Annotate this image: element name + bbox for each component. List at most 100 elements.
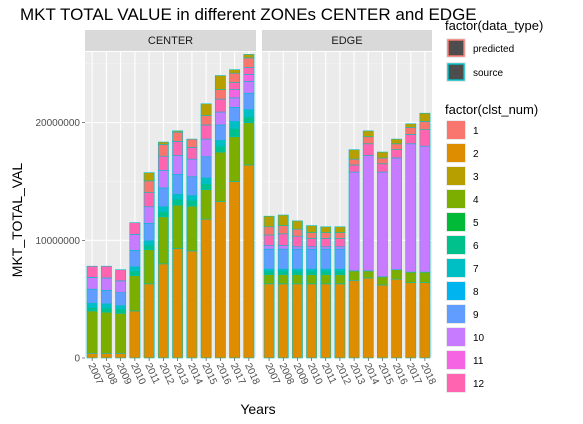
- bar-segment-cluster-10: [86, 277, 98, 290]
- bar-stack-2018: [243, 54, 255, 359]
- bar-segment-cluster-10: [391, 157, 402, 271]
- bar-segment-cluster-1: [157, 144, 169, 157]
- panels: CENTER2007200820092010201120122013201420…: [36, 30, 438, 387]
- bar-segment-cluster-3: [263, 215, 275, 228]
- bar-segment-cluster-10: [172, 155, 184, 175]
- bar-stack-2010: [129, 222, 141, 359]
- bar-segment-cluster-9: [243, 92, 255, 110]
- strip-header: [85, 30, 256, 51]
- legend-label: 10: [473, 333, 485, 344]
- bar-stack-2012: [334, 226, 346, 359]
- legend-label: 12: [473, 379, 485, 390]
- x-tick-label: 2018: [242, 362, 262, 387]
- bar-segment-cluster-2: [334, 283, 346, 359]
- legend-swatch-cluster-7: [447, 259, 465, 277]
- bar-segment-cluster-1: [362, 136, 374, 145]
- bar-segment-cluster-6: [186, 199, 198, 207]
- bar-segment-cluster-2: [292, 283, 303, 359]
- panel-center: CENTER2007200820092010201120122013201420…: [85, 30, 262, 387]
- bar-segment-cluster-1: [229, 72, 241, 83]
- bar-segment-cluster-1: [172, 131, 184, 142]
- bar-segment-cluster-10: [334, 246, 346, 250]
- bar-segment-cluster-4: [277, 274, 289, 285]
- bar-segment-cluster-3: [391, 138, 402, 145]
- bar-segment-cluster-2: [391, 278, 402, 359]
- legend-label: 6: [473, 241, 479, 252]
- bar-segment-cluster-7: [143, 240, 155, 246]
- bar-segment-cluster-4: [186, 205, 198, 252]
- bar-stack-2010: [306, 225, 317, 359]
- bar-segment-cluster-11: [243, 74, 255, 82]
- bar-segment-cluster-12: [115, 269, 127, 282]
- bar-segment-cluster-12: [362, 143, 374, 156]
- bar-segment-cluster-9: [186, 176, 198, 196]
- legend-swatch-cluster-9: [447, 305, 465, 323]
- panel-background: [262, 52, 432, 358]
- bar-segment-cluster-10: [243, 81, 255, 94]
- bar-segment-cluster-10: [100, 277, 112, 291]
- bar-segment-cluster-10: [405, 143, 417, 273]
- bar-segment-cluster-6: [172, 198, 184, 206]
- bar-segment-cluster-9: [292, 248, 303, 270]
- bar-segment-cluster-2: [263, 283, 275, 359]
- legend-label: 2: [473, 149, 479, 160]
- bar-segment-cluster-6: [86, 307, 98, 312]
- bar-segment-cluster-3: [348, 149, 360, 160]
- bar-segment-cluster-2: [200, 218, 212, 359]
- bar-segment-cluster-9: [229, 107, 241, 122]
- bar-segment-cluster-1: [292, 228, 303, 237]
- bar-segment-cluster-10: [362, 155, 374, 272]
- bar-stack-2016: [214, 75, 226, 359]
- bar-segment-cluster-6: [129, 270, 141, 276]
- bar-segment-cluster-1: [186, 138, 198, 148]
- bar-segment-cluster-7: [115, 305, 127, 310]
- bar-segment-cluster-2: [277, 283, 289, 359]
- bar-segment-cluster-12: [320, 238, 332, 248]
- bar-segment-cluster-9: [334, 248, 346, 270]
- bar-segment-cluster-12: [157, 155, 169, 171]
- bar-segment-cluster-2: [362, 277, 374, 359]
- bar-segment-cluster-6: [115, 308, 127, 314]
- legend-label: predicted: [473, 44, 514, 55]
- bar-segment-cluster-10: [419, 145, 431, 273]
- bar-segment-cluster-6: [277, 270, 289, 275]
- bar-segment-cluster-10: [377, 171, 388, 278]
- bar-segment-cluster-10: [348, 171, 360, 272]
- legend-label: 1: [473, 126, 479, 137]
- bar-segment-cluster-1: [391, 143, 402, 150]
- bar-segment-cluster-3: [306, 225, 317, 233]
- bar-segment-cluster-6: [100, 307, 112, 313]
- bar-segment-cluster-10: [157, 169, 169, 189]
- bar-segment-cluster-9: [200, 156, 212, 179]
- bar-segment-cluster-7: [200, 177, 212, 185]
- bar-segment-cluster-6: [214, 145, 226, 153]
- bar-stack-2017: [229, 69, 241, 359]
- strip-header: [262, 30, 432, 51]
- bar-segment-cluster-2: [243, 164, 255, 359]
- bar-segment-cluster-12: [405, 134, 417, 145]
- bar-segment-cluster-7: [172, 194, 184, 200]
- bar-segment-cluster-2: [115, 352, 127, 359]
- bar-segment-cluster-6: [143, 244, 155, 251]
- bar-segment-cluster-10: [306, 246, 317, 250]
- y-tick-label: 20000000: [36, 118, 81, 129]
- bar-segment-cluster-9: [214, 124, 226, 141]
- bar-segment-cluster-3: [320, 226, 332, 233]
- bar-segment-cluster-12: [214, 98, 226, 113]
- bar-stack-2008: [100, 265, 112, 359]
- bar-stack-2014: [362, 130, 374, 359]
- bar-segment-cluster-12: [391, 149, 402, 159]
- bar-stack-2009: [115, 269, 127, 359]
- bar-stack-2017: [405, 123, 417, 359]
- bar-segment-cluster-2: [186, 250, 198, 359]
- bar-segment-cluster-9: [115, 292, 127, 306]
- legend-label: 7: [473, 264, 479, 275]
- strip-label: EDGE: [331, 35, 362, 47]
- x-axis-title: Years: [240, 401, 275, 417]
- bar-segment-cluster-3: [292, 220, 303, 230]
- bar-segment-cluster-1: [377, 157, 388, 165]
- bar-segment-cluster-4: [377, 276, 388, 286]
- bar-segment-cluster-1: [243, 57, 255, 68]
- legend-swatch-cluster-1: [447, 121, 465, 139]
- bar-segment-cluster-3: [229, 69, 241, 74]
